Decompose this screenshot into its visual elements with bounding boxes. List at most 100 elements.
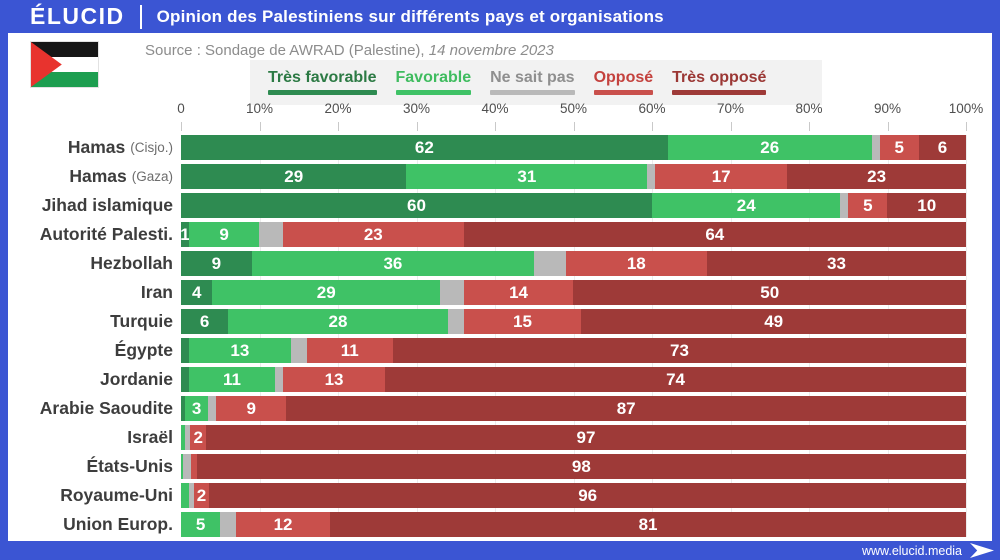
bar-segment-tr-s-oppos: 96 (209, 483, 966, 508)
bar-segment-oppos: 2 (190, 425, 207, 450)
bar-track: 3 9 87 (181, 396, 966, 421)
flag-triangle (31, 42, 62, 87)
header-bar: ÉLUCID Opinion des Palestiniens sur diff… (0, 0, 1000, 33)
footer-bar: www.elucid.media (0, 541, 1000, 560)
segment-value-label: 6 (937, 138, 948, 157)
row-label: Union Europ. (8, 512, 181, 537)
bar-segment-ne-sait-pas (447, 309, 464, 334)
gridline (887, 135, 889, 537)
bar-segment-tr-s-oppos: 33 (706, 251, 966, 276)
bar-segment-oppos: 5 (848, 193, 888, 218)
bar-segment-tr-s-favorable (181, 396, 185, 421)
segment-value-label: 74 (666, 370, 685, 389)
bar-row: Turquie 6 28 15 49 (8, 309, 966, 334)
row-sublabel-text: (Gaza) (131, 169, 173, 184)
bar-row: Hamas (Cisjo.) 62 26 5 6 (8, 135, 966, 160)
segment-value-label: 31 (517, 167, 537, 186)
bar-segment-ne-sait-pas (220, 512, 236, 537)
x-axis: 0 10% 20% 30% 40% 50% 60% 70% 80% 90% 100% (177, 101, 983, 119)
segment-value-label: 13 (324, 370, 344, 389)
bar-segment-oppos: 14 (463, 280, 574, 305)
bar-segment-favorable (181, 454, 184, 479)
bar-row: Iran 4 29 14 50 (8, 280, 966, 305)
bar-row: Égypte 13 11 73 (8, 338, 966, 363)
axis-tick-label: 10% (245, 101, 274, 116)
bar-row: Hezbollah 9 36 18 33 (8, 251, 966, 276)
legend-swatch (593, 90, 654, 95)
segment-value-label: 5 (195, 515, 206, 534)
bar-track: 6 28 15 49 (181, 309, 966, 334)
row-label: Égypte (8, 338, 181, 363)
gridline (416, 135, 418, 537)
segment-value-label: 50 (760, 283, 780, 302)
bar-track: 29 31 17 23 (181, 164, 966, 189)
segment-value-label: 12 (273, 515, 293, 534)
bar-segment-tr-s-favorable: 60 (181, 193, 652, 218)
website-link[interactable]: www.elucid.media (861, 543, 962, 558)
row-label-text: Iran (140, 282, 173, 302)
bar-row: Jihad islamique 60 24 5 10 (8, 193, 966, 218)
bar-segment-ne-sait-pas (871, 135, 880, 160)
bar-track: 5 12 81 (181, 512, 966, 537)
bar-segment-ne-sait-pas (184, 425, 191, 450)
axis-tick (652, 122, 653, 131)
bar-segment-ne-sait-pas (275, 367, 284, 392)
bar-segment-ne-sait-pas (647, 164, 656, 189)
bar-segment-favorable: 9 (188, 222, 260, 247)
segment-value-label: 9 (211, 254, 222, 273)
row-label: Hamas (Gaza) (8, 164, 181, 189)
segment-value-label: 26 (760, 138, 780, 157)
legend-item-label: Opposé (593, 69, 654, 86)
bar-segment-tr-s-favorable (181, 338, 189, 363)
legend-item: Favorable (395, 69, 472, 95)
axis-tick-label: 100% (948, 101, 984, 116)
stacked-bar-chart: 0 10% 20% 30% 40% 50% 60% 70% 80% 90% 100% Hamas (C… (8, 99, 992, 541)
legend-item-label: Ne sait pas (490, 69, 575, 86)
bar-segment-ne-sait-pas (259, 222, 284, 247)
legend-item: Ne sait pas (490, 69, 575, 95)
bar-segment-tr-s-oppos: 10 (887, 193, 966, 218)
legend-item: Très favorable (268, 69, 377, 95)
bar-track: 98 (181, 454, 966, 479)
row-label: Turquie (8, 309, 181, 334)
bar-row: États-Unis 98 (8, 454, 966, 479)
bar-segment-tr-s-favorable: 62 (181, 135, 668, 160)
bar-segment-oppos: 12 (235, 512, 331, 537)
bar-segment-favorable: 11 (188, 367, 276, 392)
segment-value-label: 49 (764, 312, 784, 331)
segment-value-label: 5 (894, 138, 904, 157)
bar-segment-tr-s-oppos: 64 (463, 222, 966, 247)
bar-segment-ne-sait-pas (840, 193, 849, 218)
bar-segment-favorable (181, 483, 189, 508)
bar-segment-favorable (181, 425, 185, 450)
row-label-text: Égypte (114, 340, 173, 360)
bar-segment-oppos: 17 (655, 164, 788, 189)
row-label-text: Jordanie (100, 369, 173, 389)
segment-value-label: 2 (193, 428, 203, 447)
bar-segment-oppos: 18 (565, 251, 707, 276)
bar-track: 1 9 23 64 (180, 222, 966, 247)
bar-segment-tr-s-oppos: 49 (581, 309, 966, 334)
segment-value-label: 11 (340, 341, 359, 360)
axis-tick-label: 80% (795, 101, 823, 116)
axis-tick (338, 122, 339, 131)
bar-segment-tr-s-favorable: 9 (181, 251, 252, 276)
bar-segment-tr-s-oppos: 97 (206, 425, 966, 450)
segment-value-label: 17 (711, 167, 731, 186)
bar-segment-tr-s-oppos: 50 (573, 280, 966, 305)
row-label: Autorité Palesti. (8, 222, 181, 247)
row-label-text: Turquie (110, 311, 173, 331)
legend-item-label: Très favorable (268, 69, 377, 86)
bar-row: Autorité Palesti. 1 9 23 64 (8, 222, 966, 247)
bar-segment-ne-sait-pas (290, 338, 307, 363)
legend-item-label: Très opposé (672, 69, 767, 86)
row-sublabel-text: (Cisjo.) (130, 140, 173, 155)
elucid-arrow-icon (970, 543, 994, 558)
bar-segment-oppos: 5 (879, 135, 919, 160)
axis-tick-label: 20% (324, 101, 352, 116)
bar-segment-tr-s-oppos: 87 (286, 396, 966, 421)
segment-value-label: 64 (705, 225, 725, 244)
axis-tick-label: 60% (638, 101, 666, 116)
segment-value-label: 6 (199, 312, 210, 331)
legend-swatch (268, 90, 377, 95)
